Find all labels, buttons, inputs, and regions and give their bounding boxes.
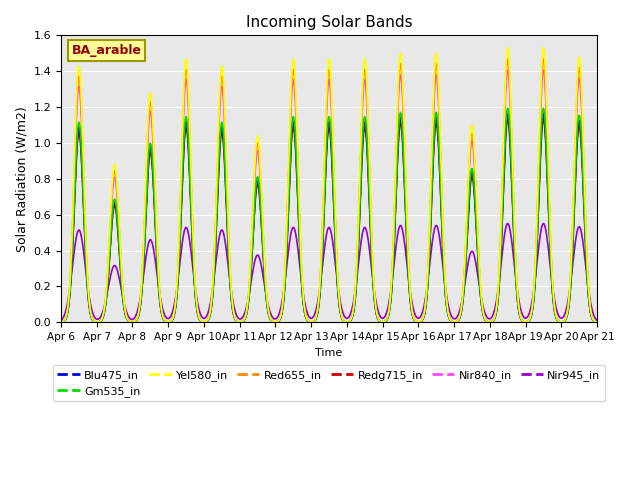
Red655_in <box>525 318 532 324</box>
Red655_in <box>540 56 547 62</box>
Redg715_in <box>593 319 601 325</box>
Blu475_in <box>540 111 547 117</box>
Gm535_in <box>593 319 601 325</box>
Redg715_in <box>507 160 515 166</box>
Gm535_in <box>57 319 65 325</box>
Nir840_in <box>507 121 515 127</box>
Nir945_in <box>507 232 515 238</box>
Y-axis label: Solar Radiation (W/m2): Solar Radiation (W/m2) <box>15 106 28 252</box>
Gm535_in <box>507 151 515 157</box>
Line: Blu475_in: Blu475_in <box>61 114 597 322</box>
Nir945_in <box>178 243 186 249</box>
Red655_in <box>507 112 515 118</box>
Yel580_in <box>525 318 532 324</box>
Redg715_in <box>525 318 532 324</box>
Nir840_in <box>97 317 105 323</box>
Yel580_in <box>507 104 515 109</box>
Nir945_in <box>369 275 376 280</box>
Red655_in <box>178 154 186 160</box>
Text: BA_arable: BA_arable <box>72 44 141 57</box>
Nir840_in <box>593 319 601 325</box>
Line: Redg715_in: Redg715_in <box>61 119 597 322</box>
Yel580_in <box>221 107 228 113</box>
Yel580_in <box>178 147 186 153</box>
Blu475_in <box>369 272 376 277</box>
Red655_in <box>369 259 376 265</box>
Redg715_in <box>57 319 65 325</box>
Yel580_in <box>369 256 376 262</box>
Nir840_in <box>57 319 65 325</box>
Blu475_in <box>178 189 186 194</box>
Line: Gm535_in: Gm535_in <box>61 108 597 322</box>
Gm535_in <box>221 154 228 160</box>
Red655_in <box>593 319 601 325</box>
Nir840_in <box>525 318 532 324</box>
Redg715_in <box>178 192 186 198</box>
Blu475_in <box>507 156 515 161</box>
Gm535_in <box>369 270 376 276</box>
Redg715_in <box>369 273 376 278</box>
Yel580_in <box>593 319 601 325</box>
Gm535_in <box>97 317 105 323</box>
Nir945_in <box>221 236 228 241</box>
Redg715_in <box>221 162 228 168</box>
Gm535_in <box>178 185 186 191</box>
Blu475_in <box>97 317 105 323</box>
Blu475_in <box>593 319 601 325</box>
Red655_in <box>221 116 228 121</box>
Line: Red655_in: Red655_in <box>61 59 597 322</box>
Gm535_in <box>525 318 532 324</box>
Nir840_in <box>369 262 376 267</box>
Blu475_in <box>221 158 228 164</box>
Nir945_in <box>593 317 601 323</box>
Gm535_in <box>540 106 547 111</box>
Nir945_in <box>525 312 532 317</box>
Nir945_in <box>97 312 105 318</box>
Redg715_in <box>540 116 547 122</box>
Nir945_in <box>57 317 65 323</box>
Line: Nir840_in: Nir840_in <box>61 70 597 322</box>
Red655_in <box>97 317 105 323</box>
Line: Nir945_in: Nir945_in <box>61 224 597 320</box>
Nir840_in <box>178 161 186 167</box>
Nir840_in <box>540 67 547 73</box>
Red655_in <box>57 319 65 325</box>
Yel580_in <box>97 317 105 323</box>
Nir840_in <box>221 124 228 130</box>
Title: Incoming Solar Bands: Incoming Solar Bands <box>246 15 412 30</box>
Redg715_in <box>97 317 105 323</box>
Yel580_in <box>57 319 65 325</box>
Yel580_in <box>540 45 547 51</box>
X-axis label: Time: Time <box>316 348 342 358</box>
Line: Yel580_in: Yel580_in <box>61 48 597 322</box>
Blu475_in <box>525 318 532 324</box>
Nir945_in <box>540 221 547 227</box>
Blu475_in <box>57 319 65 325</box>
Legend: Blu475_in, Gm535_in, Yel580_in, Red655_in, Redg715_in, Nir840_in, Nir945_in: Blu475_in, Gm535_in, Yel580_in, Red655_i… <box>53 365 605 401</box>
